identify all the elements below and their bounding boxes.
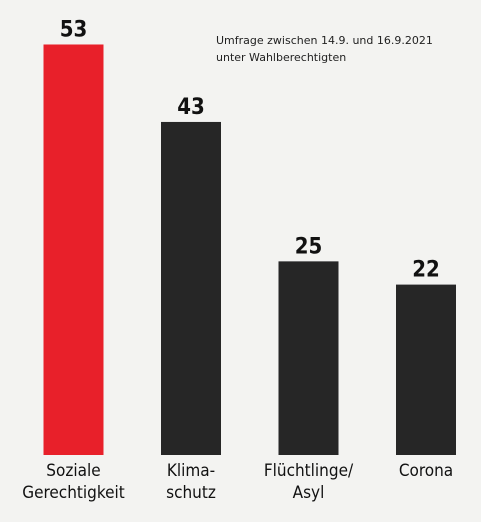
x-tick-label: Soziale Gerechtigkeit bbox=[22, 461, 125, 503]
bar bbox=[161, 121, 221, 455]
value-label: 25 bbox=[295, 234, 323, 259]
bar bbox=[278, 261, 339, 455]
value-label: 43 bbox=[177, 95, 205, 120]
bar bbox=[43, 44, 104, 456]
bar bbox=[396, 284, 456, 455]
x-tick-label: Flüchtlinge/ Asyl bbox=[263, 461, 354, 503]
value-label: 22 bbox=[412, 258, 440, 283]
annotation: Umfrage zwischen 14.9. und 16.9.2021 unt… bbox=[216, 34, 433, 64]
x-tick-label: Corona bbox=[398, 461, 454, 481]
value-label: 53 bbox=[60, 17, 88, 42]
x-tick-label: Klima- schutz bbox=[166, 461, 216, 503]
